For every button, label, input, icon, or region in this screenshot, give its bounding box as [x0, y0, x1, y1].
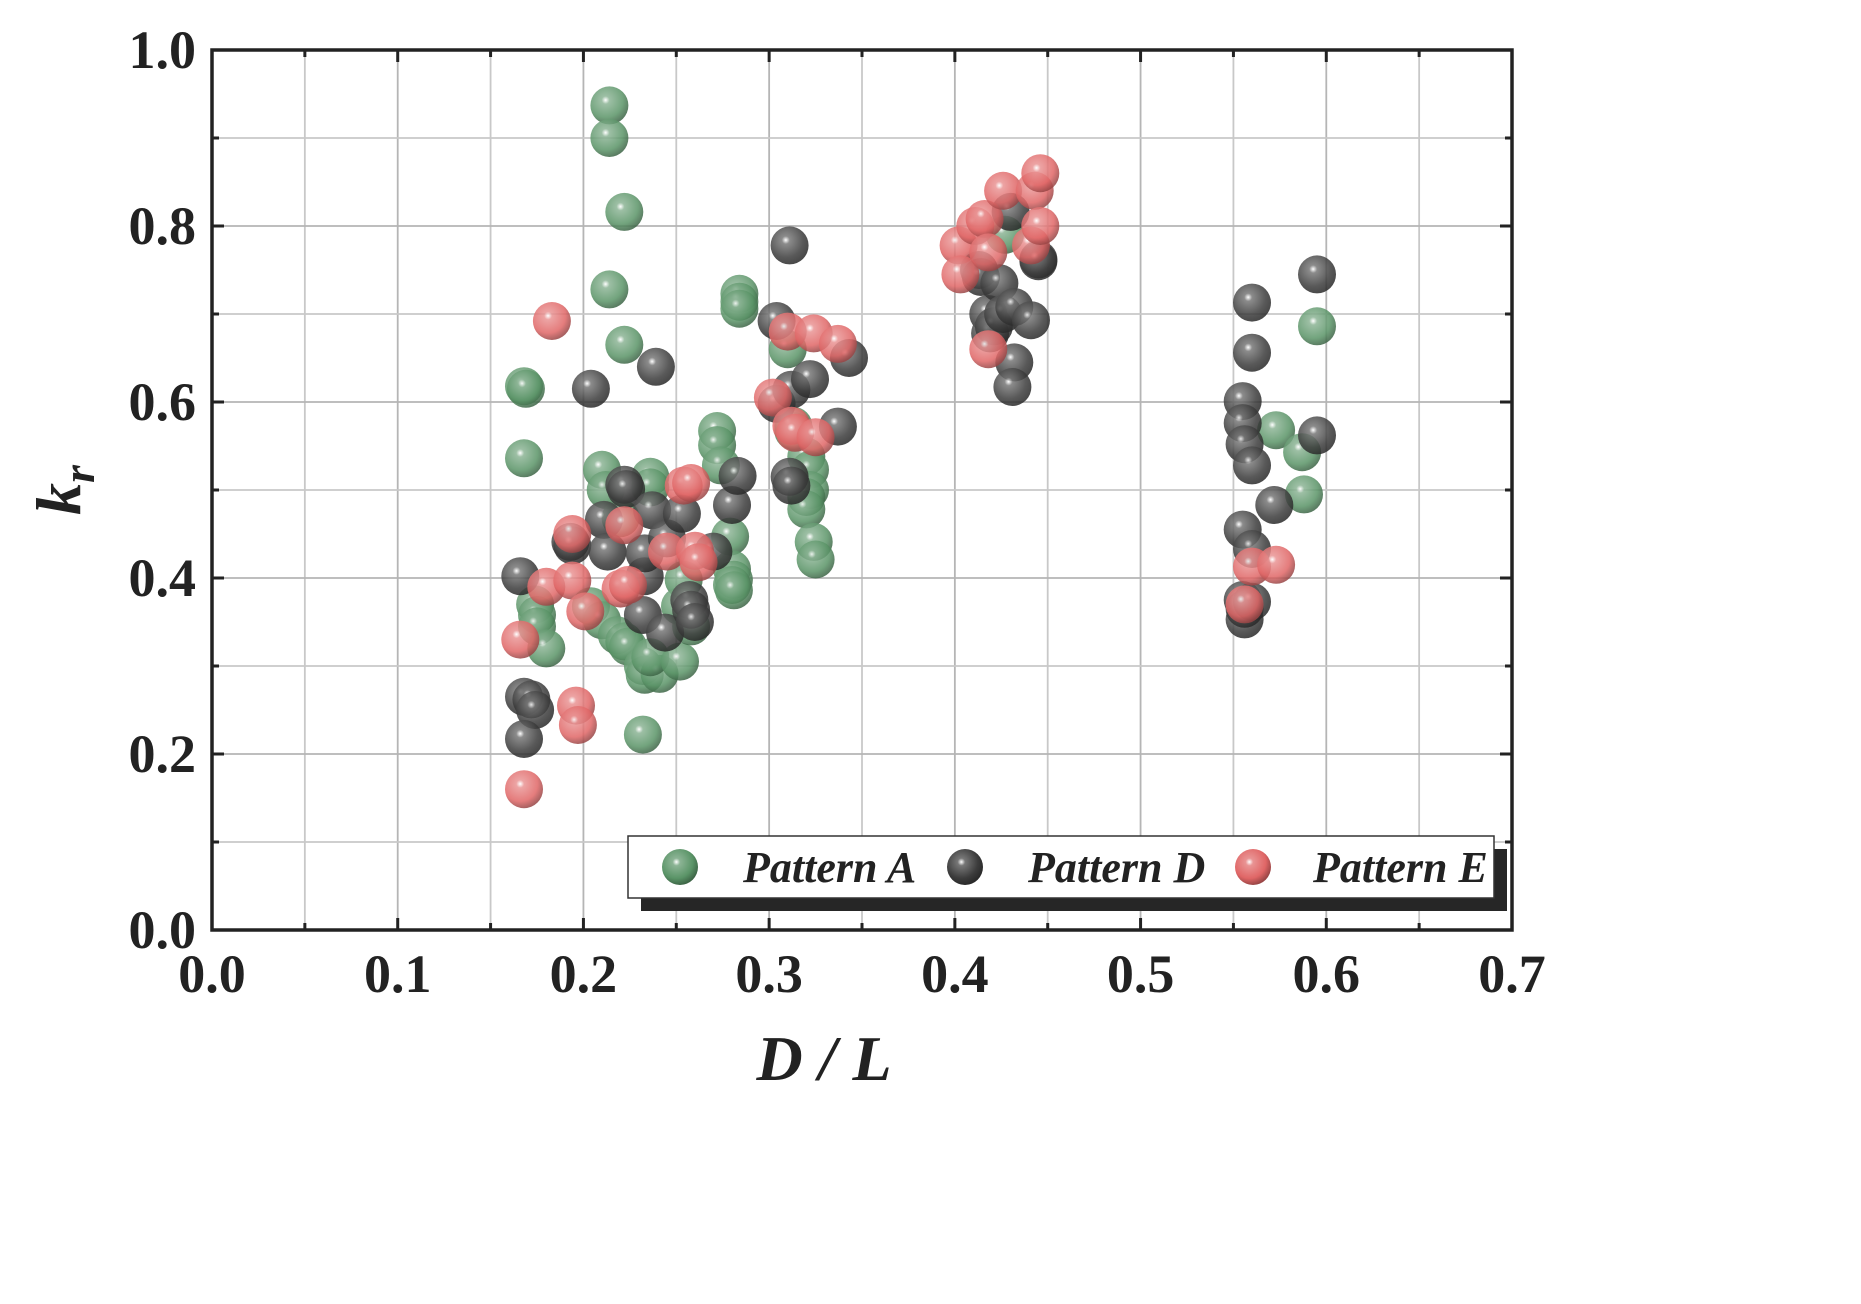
point-pattern-d [713, 486, 751, 524]
point-pattern-e [965, 200, 1004, 238]
point-pattern-e [553, 561, 592, 600]
point-pattern-d [770, 226, 809, 265]
point-pattern-e [605, 506, 644, 545]
point-pattern-d [1233, 446, 1271, 485]
legend-label-pattern-e: Pattern E [1312, 843, 1488, 892]
point-pattern-e [1225, 585, 1264, 624]
legend-marker-pattern-d [947, 849, 983, 885]
point-pattern-d [571, 369, 610, 408]
point-pattern-d [505, 720, 543, 758]
point-pattern-e [501, 620, 540, 659]
legend-marker-pattern-a [662, 849, 698, 885]
x-tick-label: 0.7 [1478, 944, 1546, 1004]
point-pattern-a [605, 192, 644, 231]
point-pattern-d [1233, 333, 1271, 372]
point-pattern-e [648, 532, 686, 571]
legend-label-pattern-d: Pattern D [1027, 843, 1205, 892]
point-pattern-d [772, 466, 811, 505]
point-pattern-e [818, 324, 857, 363]
point-pattern-d [607, 470, 646, 509]
legend: Pattern A Pattern D Pattern E [627, 835, 1507, 911]
point-pattern-e [558, 706, 597, 744]
point-pattern-a [1285, 475, 1323, 514]
point-pattern-d [791, 360, 829, 399]
point-pattern-d [633, 491, 672, 530]
point-pattern-e [566, 592, 605, 631]
point-pattern-e [1021, 207, 1060, 245]
point-pattern-a [1257, 411, 1296, 450]
point-pattern-e [1021, 154, 1060, 193]
y-tick-label: 0.8 [129, 196, 197, 256]
tick-labels: 0.0 0.1 0.2 0.3 0.4 0.5 0.6 0.7 0.0 0.2 0.4 0.6 0.8 1… [129, 20, 1546, 1004]
point-pattern-a [590, 119, 629, 157]
x-tick-label: 0.1 [364, 944, 432, 1004]
point-pattern-e [553, 515, 592, 553]
legend-label-pattern-a: Pattern A [742, 843, 916, 892]
axis-ticks [210, 48, 1514, 932]
point-pattern-e [609, 566, 647, 604]
data-points [501, 86, 1336, 809]
point-pattern-d [718, 456, 757, 495]
y-tick-label: 1.0 [129, 20, 197, 80]
point-pattern-a [605, 325, 644, 364]
x-tick-label: 0.3 [735, 944, 803, 1004]
grid [211, 49, 1513, 931]
y-tick-label: 0.0 [129, 900, 197, 960]
legend-marker-pattern-e [1235, 849, 1271, 885]
x-tick-label: 0.6 [1293, 944, 1361, 1004]
point-pattern-d [1233, 283, 1271, 322]
point-pattern-a [505, 439, 543, 478]
point-pattern-d [1298, 255, 1336, 294]
point-pattern-a [714, 571, 753, 610]
point-pattern-a [661, 642, 699, 681]
point-pattern-d [662, 494, 701, 533]
point-pattern-a [796, 540, 835, 579]
point-pattern-e [969, 330, 1008, 369]
y-axis-title: kr [23, 464, 104, 515]
point-pattern-e [984, 171, 1023, 210]
point-pattern-e [753, 378, 792, 417]
point-pattern-a [590, 86, 629, 125]
point-pattern-a [506, 369, 545, 408]
point-pattern-d [636, 347, 675, 386]
x-tick-label: 0.5 [1107, 944, 1175, 1004]
point-pattern-d [1255, 486, 1294, 524]
point-pattern-e [505, 770, 543, 809]
point-pattern-e [672, 464, 711, 502]
point-pattern-d [1298, 416, 1336, 455]
point-pattern-e [532, 302, 571, 340]
point-pattern-d [675, 603, 714, 641]
point-pattern-e [796, 418, 835, 457]
y-tick-label: 0.6 [129, 372, 197, 432]
point-pattern-d [1012, 301, 1050, 340]
point-pattern-d [516, 691, 555, 729]
point-pattern-e [941, 255, 980, 294]
x-tick-label: 0.2 [550, 944, 618, 1004]
point-pattern-a [623, 715, 662, 754]
point-pattern-e [679, 543, 718, 582]
y-tick-label: 0.4 [129, 548, 197, 608]
x-axis-title: D / L [755, 1023, 891, 1094]
point-pattern-e [969, 233, 1008, 272]
y-tick-label: 0.2 [129, 724, 197, 784]
point-pattern-d [646, 613, 685, 652]
y-axis-title-subscript: r [53, 464, 104, 483]
point-pattern-a [590, 270, 629, 309]
point-pattern-a [720, 289, 759, 328]
y-axis-title-main: k [23, 483, 94, 515]
x-tick-label: 0.0 [178, 944, 246, 1004]
point-pattern-a [1298, 307, 1336, 346]
point-pattern-e [1257, 545, 1296, 584]
x-tick-label: 0.4 [921, 944, 989, 1004]
point-pattern-d [993, 368, 1032, 406]
legend-box [627, 835, 1495, 899]
